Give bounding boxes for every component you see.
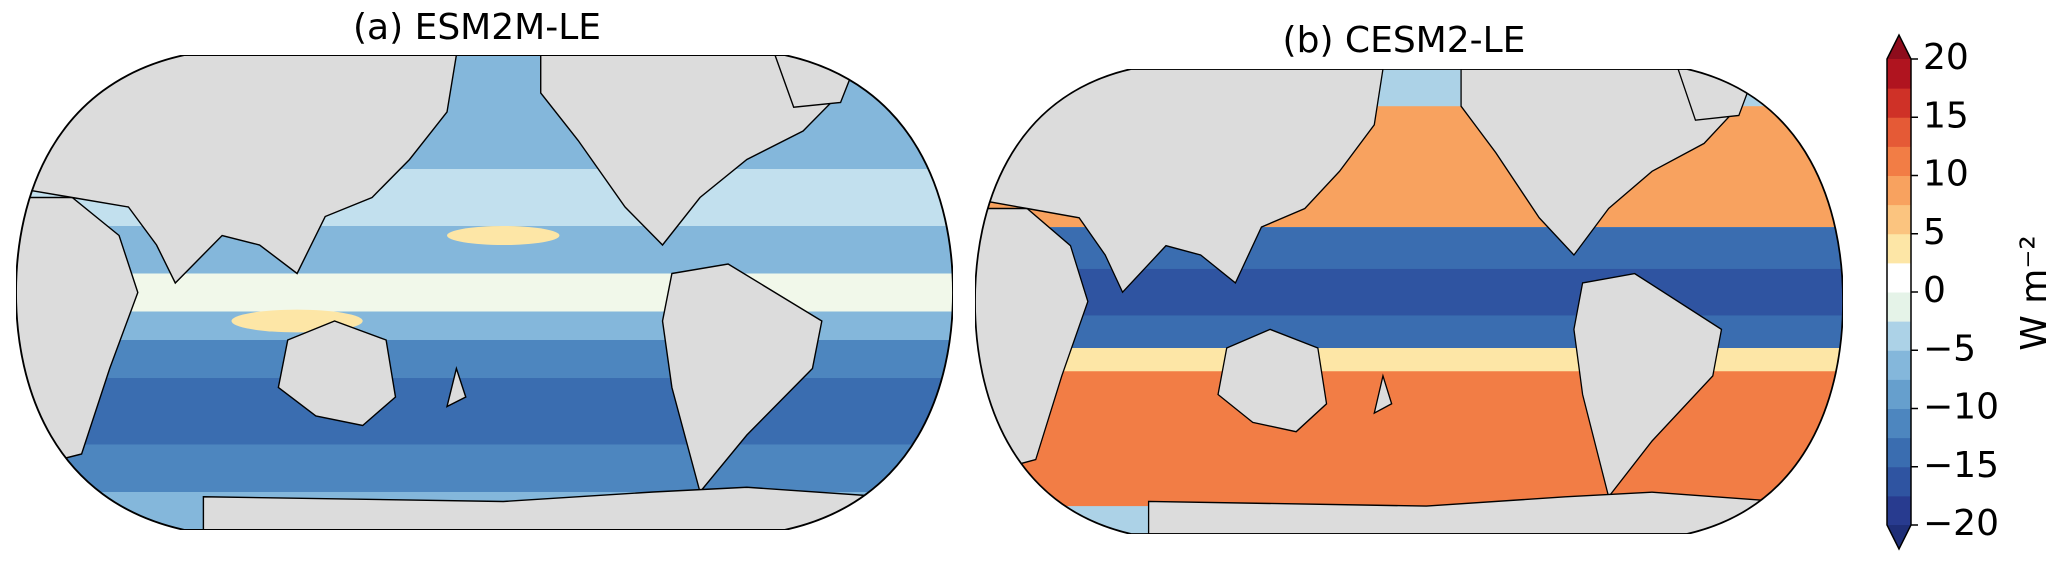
colorbar-tick-label: 10	[1923, 154, 1969, 195]
colorbar-extend-over	[1887, 35, 1911, 59]
colorbar-label: W m⁻²	[2014, 235, 2055, 351]
colorbar-tick-label: −15	[1923, 445, 1999, 486]
colorbar-segment	[1887, 88, 1911, 118]
colorbar-segment	[1887, 321, 1911, 351]
colorbar-segment	[1887, 292, 1911, 322]
colorbar-segment	[1887, 437, 1911, 468]
map-a	[16, 55, 953, 530]
colorbar-segment	[1887, 408, 1911, 439]
colorbar-segment	[1887, 495, 1911, 526]
map-title: (a) ESM2M-LE	[353, 7, 601, 48]
colorbar-tick-label: 5	[1923, 212, 1946, 253]
colorbar-tick-label: −5	[1923, 328, 1976, 369]
colorbar-segment	[1887, 262, 1911, 293]
map-title: (b) CESM2-LE	[1283, 20, 1526, 61]
colorbar-segment	[1887, 59, 1911, 89]
colorbar-tick-label: 15	[1923, 95, 1969, 136]
colorbar-tick-label: −20	[1923, 503, 1999, 544]
colorbar-segment	[1887, 117, 1911, 147]
colorbar-tick-label: 20	[1923, 37, 1969, 78]
colorbar-segment	[1887, 379, 1911, 409]
colorbar-segment	[1887, 350, 1911, 380]
colorbar-segment	[1887, 233, 1911, 264]
colorbar-segment	[1887, 204, 1911, 235]
colorbar-tick-label: 0	[1923, 270, 1946, 311]
colorbar-extend-under	[1887, 525, 1911, 549]
colorbar-tick-label: −10	[1923, 387, 1999, 428]
colorbar-segment	[1887, 466, 1911, 497]
colorbar-segment	[1887, 146, 1911, 176]
map-b	[975, 69, 1843, 534]
colorbar-segment	[1887, 175, 1911, 206]
